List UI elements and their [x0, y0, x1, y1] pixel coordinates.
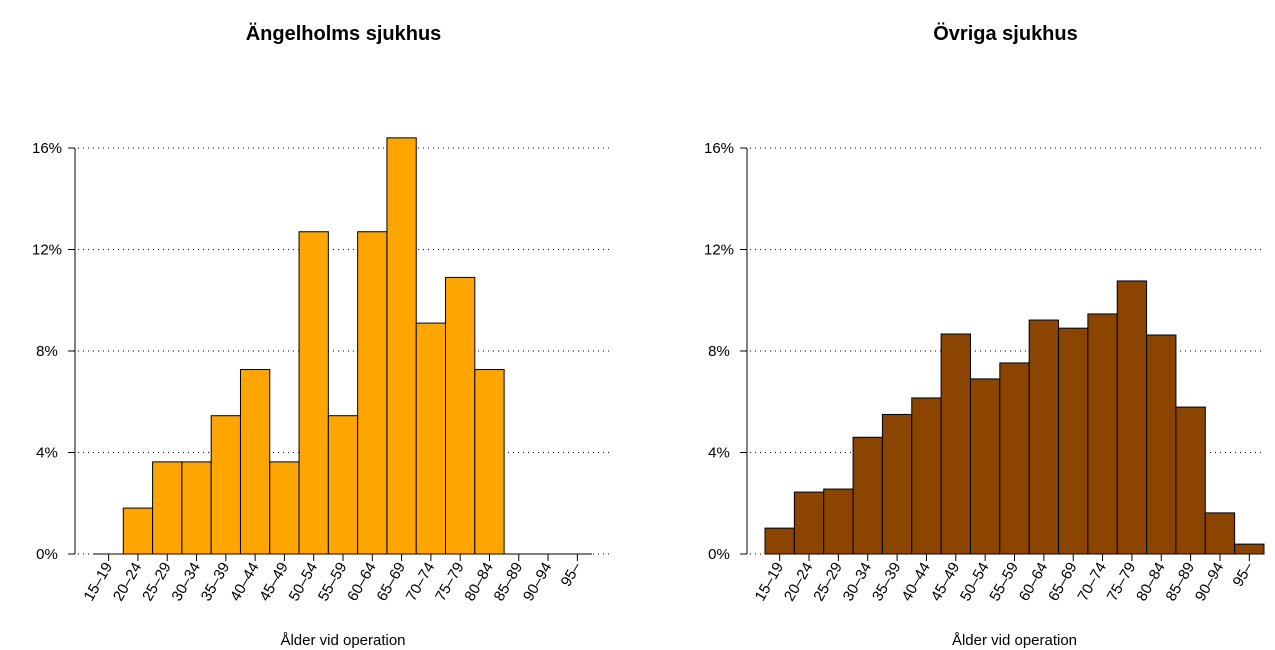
x-axis-label: Ålder vid operation [280, 632, 405, 649]
x-tick-label: 25–29 [139, 560, 175, 605]
y-tick-label: 16% [32, 140, 62, 157]
x-tick-label: 20–24 [110, 560, 146, 605]
x-tick-label: 45–49 [928, 560, 964, 605]
x-tick-label: 45–49 [256, 560, 292, 605]
bar [940, 333, 971, 555]
y-tick-label: 12% [32, 242, 62, 259]
x-tick-label: 40–44 [898, 560, 934, 605]
bar [445, 276, 476, 555]
bar [1058, 327, 1089, 555]
x-tick-label: 50–54 [286, 560, 322, 605]
bar [969, 378, 1001, 555]
bar [911, 397, 942, 555]
chart-title: Ängelholms sjukhus [246, 22, 442, 45]
bar [386, 137, 417, 555]
bar [1234, 543, 1265, 555]
x-tick-label: 30–34 [840, 560, 876, 605]
y-tick-label: 4% [36, 445, 58, 462]
y-tick-label: 0% [708, 546, 730, 563]
chart-title: Övriga sjukhus [933, 22, 1078, 45]
bar [999, 362, 1030, 555]
x-tick-label: 35–39 [198, 560, 234, 605]
x-tick-label: 75–79 [432, 560, 468, 605]
bar [1028, 319, 1060, 555]
x-tick-label: 60–64 [1016, 560, 1052, 605]
x-tick-label: 55–59 [315, 560, 351, 605]
bar [474, 369, 505, 555]
x-tick-label: 55–59 [986, 560, 1022, 605]
x-tick-label: 75–79 [1104, 560, 1140, 605]
y-tick-label: 16% [704, 140, 734, 157]
bar [327, 415, 359, 555]
x-tick-label: 20–24 [781, 560, 817, 605]
x-axis-label: Ålder vid operation [952, 632, 1077, 649]
bar [122, 507, 154, 555]
bar [152, 461, 183, 555]
bar [357, 231, 388, 555]
x-tick-label: 70–74 [1074, 560, 1110, 605]
bar [852, 436, 883, 555]
bar [181, 461, 212, 555]
y-tick-label: 8% [708, 343, 730, 360]
bar [1204, 512, 1236, 555]
x-tick-label: 70–74 [403, 560, 439, 605]
x-tick-label: 60–64 [344, 560, 380, 605]
x-tick-label: 35–39 [869, 560, 905, 605]
bar [1116, 280, 1148, 555]
bar [1087, 313, 1118, 555]
x-tick-label: 95– [558, 559, 586, 590]
x-tick-label: 40–44 [227, 560, 263, 605]
bar [793, 491, 825, 555]
bar [881, 413, 913, 555]
bar [239, 369, 271, 555]
x-tick-label: 30–34 [168, 560, 204, 605]
bar [298, 231, 329, 555]
x-tick-label: 85–89 [1163, 560, 1199, 605]
x-tick-label: 95– [1230, 559, 1258, 590]
bar [1146, 334, 1177, 555]
x-tick-label: 15–19 [81, 560, 117, 605]
y-tick-label: 0% [36, 546, 58, 563]
x-tick-label: 85–89 [491, 560, 527, 605]
x-tick-label: 65–69 [373, 560, 409, 605]
x-tick-label: 50–54 [957, 559, 993, 604]
bar [269, 461, 300, 555]
y-tick-label: 4% [708, 445, 730, 462]
bar [415, 322, 447, 555]
bar [1175, 406, 1206, 555]
bar [764, 527, 795, 555]
y-tick-label: 12% [704, 242, 734, 259]
x-tick-label: 90–94 [1192, 560, 1228, 605]
x-tick-label: 90–94 [520, 560, 556, 605]
x-tick-label: 65–69 [1045, 560, 1081, 605]
x-tick-label: 15–19 [752, 560, 788, 605]
x-tick-label: 80–84 [461, 560, 497, 605]
bar [210, 415, 241, 555]
x-tick-label: 25–29 [810, 560, 846, 605]
bar [823, 488, 854, 555]
y-tick-label: 8% [36, 343, 58, 360]
x-tick-label: 80–84 [1133, 560, 1169, 605]
